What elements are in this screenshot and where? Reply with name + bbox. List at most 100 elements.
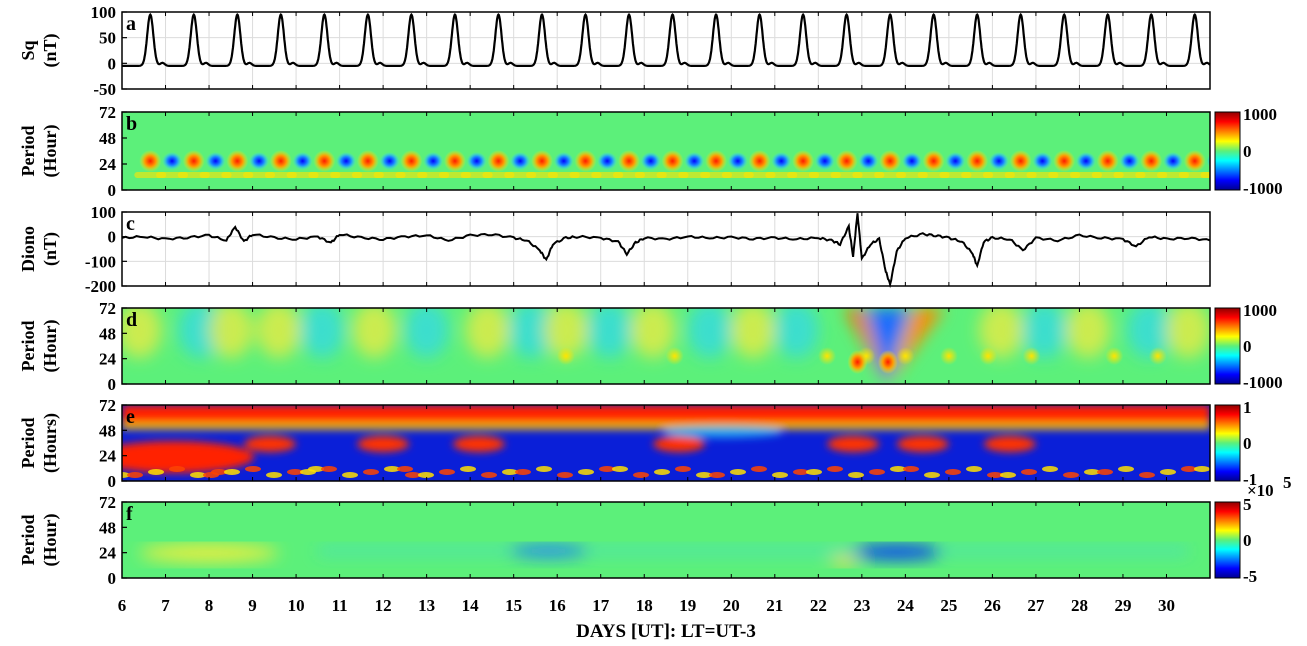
heatmap-d-wedge — [1166, 308, 1210, 358]
heatmap-b-blob — [466, 152, 487, 170]
colorbar-tick-label: 1 — [1243, 398, 1252, 417]
x-axis-title: DAYS [UT]: LT=UT-3 — [576, 621, 756, 642]
y-axis-label-unit: (Hours) — [40, 413, 61, 473]
x-tick-label: 25 — [940, 596, 957, 615]
heatmap-e-noise — [169, 466, 185, 472]
heatmap-d-blob — [556, 347, 575, 365]
heatmap-e-noise — [1000, 472, 1016, 478]
x-tick-label: 7 — [161, 596, 170, 615]
plot-frame — [121, 307, 1211, 385]
heatmap-e-noise — [806, 469, 822, 475]
colorbar-multiplier: ×10 — [1247, 481, 1274, 500]
panel-label: b — [126, 113, 137, 135]
heatmap-e-noise — [1160, 469, 1176, 475]
heatmap-e-noise — [405, 472, 421, 478]
heatmap-e-noise — [224, 469, 240, 475]
heatmap-b-blob — [748, 150, 771, 172]
y-tick-label: 48 — [99, 518, 116, 537]
heatmap-e-noise — [966, 466, 982, 472]
x-tick-label: 21 — [766, 596, 783, 615]
heatmap-e-blob — [896, 436, 949, 452]
y-tick-label: 0 — [108, 375, 117, 394]
y-tick-label: 24 — [99, 350, 117, 369]
heatmap-e-noise — [654, 469, 670, 475]
heatmap-b-blob — [618, 150, 641, 172]
heatmap-b-blob — [661, 150, 684, 172]
colorbar-tick-label: -5 — [1243, 567, 1257, 586]
heatmap-b-blob — [182, 150, 205, 172]
y-axis-label-unit: (Hour) — [40, 514, 61, 567]
heatmap-d-blob — [1022, 347, 1041, 365]
heatmap-e-noise — [397, 466, 413, 472]
y-tick-label: 72 — [99, 396, 116, 415]
heatmap-layer — [122, 112, 1210, 578]
y-tick-label: 48 — [99, 129, 116, 148]
heatmap-e-blob — [983, 436, 1036, 452]
heatmap-e-noise — [1139, 472, 1155, 478]
heatmap-b-blob — [313, 150, 336, 172]
heatmap-b-blob — [139, 150, 162, 172]
heatmap-d-wedge — [630, 308, 675, 358]
axes-layer — [121, 11, 1241, 579]
x-tick-label: 10 — [288, 596, 305, 615]
heatmap-d-core — [877, 350, 898, 374]
heatmap-d-wedge — [979, 308, 1024, 358]
x-tick-label: 17 — [592, 596, 610, 615]
heatmap-b — [134, 150, 1210, 178]
heatmap-e-top-band — [122, 405, 1210, 425]
heatmap-e-blob — [243, 436, 296, 452]
heatmap-d-smooth — [122, 308, 1210, 384]
y-tick-label: 100 — [91, 203, 117, 222]
heatmap-b-blob — [1183, 150, 1206, 172]
heatmap-b-blob — [988, 152, 1009, 170]
heatmap-e-noise — [675, 466, 691, 472]
colorbar-tick-label: 0 — [1243, 142, 1252, 161]
heatmap-e-noise — [633, 472, 649, 478]
y-tick-label: 0 — [108, 472, 117, 491]
heatmap-d-blob — [896, 347, 915, 365]
x-tick-label: 30 — [1158, 596, 1175, 615]
heatmap-d-wedge — [1066, 308, 1111, 358]
x-tick-label: 14 — [462, 596, 480, 615]
heatmap-f-negative — [508, 545, 589, 557]
heatmap-b-blob — [379, 152, 400, 170]
heatmap-e-noise — [1021, 469, 1037, 475]
heatmap-e-noise — [1084, 469, 1100, 475]
heatmap-e-noise — [1042, 466, 1058, 472]
heatmap-d-wedge — [543, 308, 588, 358]
panel-label: a — [126, 13, 136, 35]
heatmap-b-blob — [530, 150, 553, 172]
heatmap-b-blob — [443, 150, 466, 172]
heatmap-b-blob — [487, 150, 510, 172]
x-tick-label: 8 — [205, 596, 214, 615]
heatmap-d-blob — [1105, 347, 1124, 365]
panel-label: f — [126, 503, 133, 525]
heatmap-b-lower-band — [1200, 172, 1210, 178]
x-tick-label: 27 — [1027, 596, 1045, 615]
heatmap-e-noise — [245, 466, 261, 472]
heatmap-b-blob — [423, 152, 444, 170]
heatmap-e-noise — [203, 472, 219, 478]
heatmap-f-positive — [830, 556, 859, 566]
colorbar — [1214, 501, 1241, 579]
x-tick-label: 6 — [118, 596, 127, 615]
heatmap-e-noise — [190, 472, 206, 478]
x-tick-label: 28 — [1071, 596, 1088, 615]
y-tick-label: 100 — [91, 3, 117, 22]
colorbar-exponent: 5 — [1283, 473, 1292, 492]
heatmap-d-blob — [939, 347, 958, 365]
heatmap-d-storm-blue — [866, 308, 910, 384]
y-axis-label: Period — [18, 126, 38, 177]
heatmap-d-storm-orange — [887, 308, 945, 384]
heatmap-b-blob — [835, 150, 858, 172]
heatmap-d-wedge — [465, 308, 510, 358]
y-axis-label: Diono — [18, 226, 38, 272]
x-tick-label: 24 — [897, 596, 915, 615]
y-axis-label-unit: (Hour) — [40, 125, 61, 178]
heatmap-e-noise — [924, 472, 940, 478]
x-tick-label: 15 — [505, 596, 522, 615]
y-tick-label: 0 — [108, 569, 117, 588]
heatmap-f-positive — [139, 544, 280, 562]
diono-series-line — [121, 213, 1211, 289]
heatmap-b-blob — [336, 152, 357, 170]
